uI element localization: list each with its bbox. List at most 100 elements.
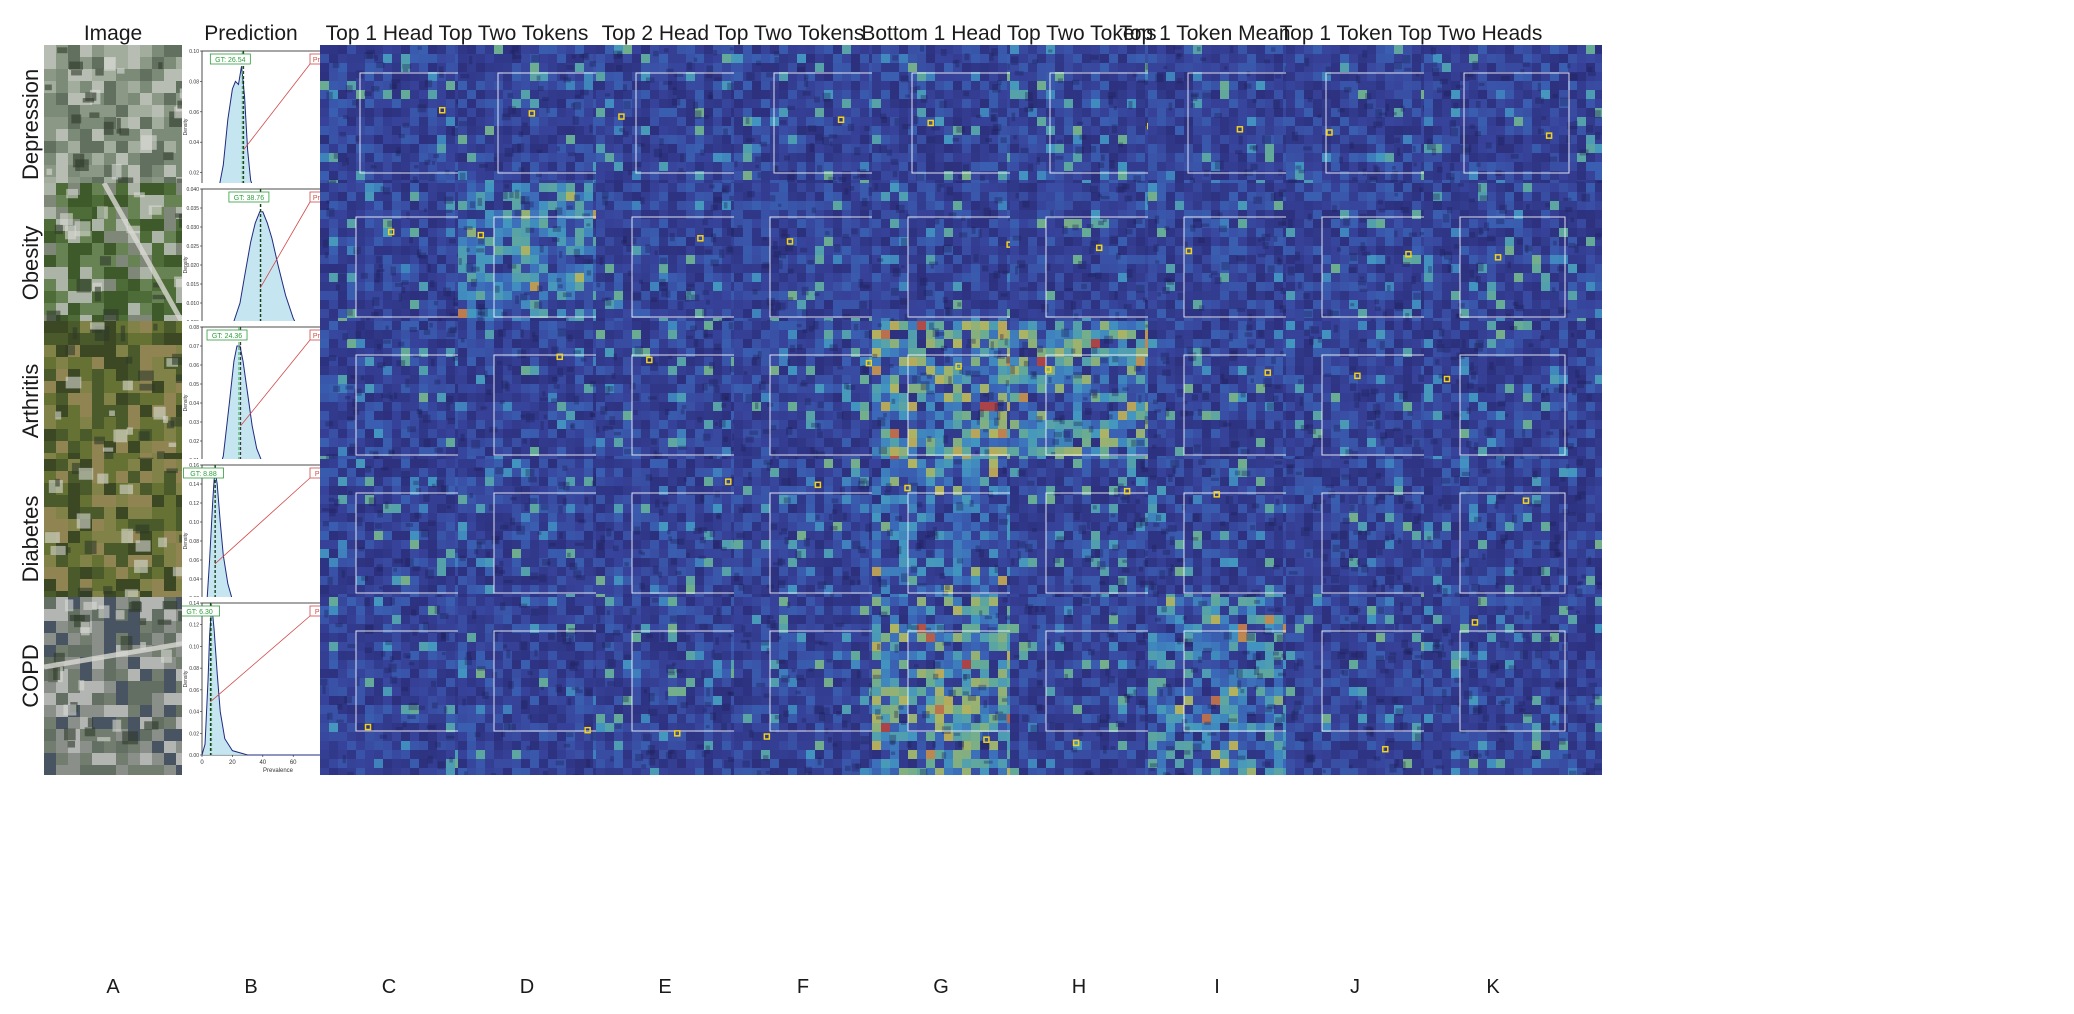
- y-tick-label: 0.14: [189, 482, 199, 488]
- pred-connector: [210, 615, 311, 703]
- top-token-marker: [763, 733, 771, 740]
- col-letter-j: J: [1350, 976, 1360, 999]
- y-tick-label: 0.025: [186, 244, 199, 250]
- y-tick-label: 0.10: [189, 644, 199, 650]
- density-area: [202, 66, 354, 203]
- y-tick-label: 0.06: [189, 110, 199, 116]
- top-token-marker: [673, 730, 681, 737]
- y-tick-label: 0.06: [189, 558, 199, 564]
- top-token-marker: [1382, 745, 1389, 753]
- gt-label: GT: 8.88: [190, 471, 217, 478]
- y-tick-label: 0.02: [189, 171, 199, 177]
- header-bottom1-head-top2-tokens: Bottom 1 Head Top Two Tokens: [861, 22, 1156, 46]
- x-tick-label: 40: [259, 760, 266, 766]
- gt-label-box: [206, 329, 248, 341]
- col-letter-c: C: [382, 976, 396, 999]
- pred-connector: [240, 339, 311, 427]
- top-token-marker: [1326, 129, 1333, 136]
- col-letter-b: B: [244, 976, 257, 999]
- y-tick-label: 0.040: [186, 187, 199, 193]
- y-axis-label: Density: [183, 670, 189, 687]
- top-token-marker: [1522, 497, 1530, 504]
- y-tick-label: 0.02: [189, 439, 199, 445]
- y-tick-label: 0.10: [189, 49, 199, 55]
- gt-label: GT: 6.30: [186, 609, 213, 616]
- top-token-marker: [1123, 487, 1131, 495]
- gt-label: GT: 26.54: [215, 57, 245, 64]
- top-token-marker: [904, 484, 911, 492]
- y-tick-label: 0.02: [189, 731, 199, 737]
- header-image: Image: [84, 22, 142, 46]
- y-tick-label: 0.010: [186, 301, 199, 307]
- header-top2-head-top2-tokens: Top 2 Head Top Two Tokens: [602, 22, 865, 46]
- top-token-marker: [1264, 369, 1272, 376]
- density-line: [201, 613, 354, 756]
- pred-connector: [259, 201, 311, 289]
- y-tick-label: 0.00: [189, 753, 199, 759]
- y-tick-label: 0.03: [189, 420, 199, 426]
- y-axis-label: Density: [183, 256, 189, 273]
- top-token-marker: [438, 106, 446, 114]
- top-token-marker: [528, 110, 536, 117]
- top-token-marker: [814, 481, 822, 489]
- attention-crop-box: [1463, 72, 1570, 174]
- top-token-marker: [983, 736, 990, 743]
- top-token-marker: [837, 116, 845, 124]
- col-letter-k: K: [1486, 976, 1499, 999]
- top-token-marker: [1072, 739, 1080, 747]
- top-token-marker: [1545, 132, 1553, 139]
- y-tick-label: 0.08: [189, 539, 199, 545]
- top-token-marker: [1494, 254, 1502, 261]
- gt-label-box: [228, 191, 270, 203]
- top-token-marker: [477, 231, 485, 239]
- y-tick-label: 0.020: [186, 263, 199, 269]
- col-letter-e: E: [658, 976, 671, 999]
- top-token-marker: [364, 723, 372, 731]
- col-letter-i: I: [1214, 976, 1220, 999]
- col-letter-g: G: [933, 976, 949, 999]
- gt-label-box: [209, 53, 251, 65]
- y-tick-label: 0.16: [189, 463, 199, 469]
- density-area: [202, 613, 354, 755]
- y-tick-label: 0.07: [189, 344, 199, 350]
- top-token-marker: [927, 119, 934, 127]
- attention-crop-box: [1459, 354, 1566, 456]
- top-token-marker: [387, 228, 395, 236]
- pred-connector: [243, 63, 311, 151]
- row-label-arthritis: Arthritis: [18, 346, 44, 456]
- col-letter-d: D: [520, 976, 534, 999]
- top-token-marker: [1471, 619, 1479, 626]
- top-token-marker: [697, 235, 704, 242]
- top-token-marker: [1405, 250, 1412, 258]
- gt-label: GT: 24.36: [212, 333, 242, 340]
- pred-connector: [214, 477, 311, 565]
- y-tick-label: 0.05: [189, 382, 199, 388]
- x-axis-label: Prevalence: [263, 768, 294, 774]
- attention-heatmap-k-copd: [1424, 597, 1602, 775]
- y-tick-label: 0.12: [189, 501, 199, 507]
- y-tick-label: 0.06: [189, 363, 199, 369]
- y-axis-label: Density: [183, 394, 189, 411]
- header-prediction: Prediction: [204, 22, 297, 46]
- attention-crop-box: [1459, 492, 1566, 594]
- top-token-marker: [1213, 491, 1220, 498]
- top-token-marker: [584, 726, 591, 734]
- top-token-marker: [725, 478, 732, 485]
- row-label-obesity: Obesity: [18, 208, 44, 318]
- y-tick-label: 0.08: [189, 325, 199, 331]
- x-tick-label: 20: [229, 760, 236, 766]
- col-letter-a: A: [106, 976, 119, 999]
- col-letter-h: H: [1072, 976, 1086, 999]
- top-token-marker: [556, 353, 563, 361]
- top-token-marker: [1443, 375, 1451, 383]
- y-tick-label: 0.14: [189, 601, 199, 607]
- y-tick-label: 0.030: [186, 225, 199, 231]
- top-token-marker: [646, 356, 653, 364]
- y-axis-label: Density: [183, 532, 189, 549]
- row-label-copd: COPD: [18, 621, 44, 731]
- header-top1-head-top2-tokens: Top 1 Head Top Two Tokens: [326, 22, 589, 46]
- y-tick-label: 0.08: [189, 666, 199, 672]
- y-tick-label: 0.08: [189, 79, 199, 85]
- y-axis-label: Density: [183, 118, 189, 135]
